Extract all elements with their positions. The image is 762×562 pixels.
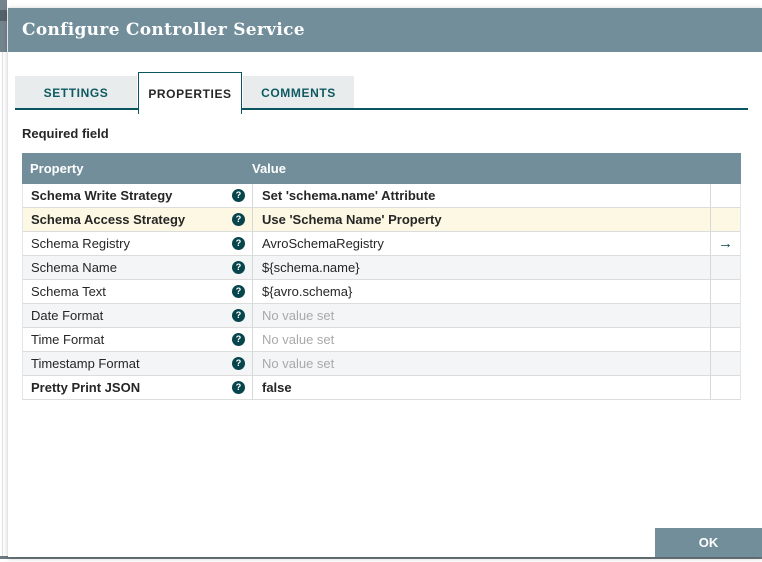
property-value: No value set [262,308,334,323]
property-name: Pretty Print JSON [31,380,140,395]
table-row: Schema Registry ? AvroSchemaRegistry → [22,232,741,256]
property-name-cell: Schema Write Strategy ? [23,184,253,207]
table-row: Timestamp Format ? No value set [22,352,741,376]
configure-controller-service-dialog: Configure Controller Service SETTINGS PR… [8,8,762,557]
table-row: Date Format ? No value set [22,304,741,328]
property-name: Timestamp Format [31,356,140,371]
property-name-cell: Schema Name ? [23,256,253,279]
property-value-cell[interactable]: No value set [253,304,711,327]
table-row: Schema Text ? ${avro.schema} [22,280,741,304]
tab-comments[interactable]: COMMENTS [243,76,354,109]
property-value-cell[interactable]: No value set [253,352,711,375]
table-row: Schema Write Strategy ? Set 'schema.name… [22,184,741,208]
help-icon[interactable]: ? [232,333,245,346]
help-icon[interactable]: ? [232,189,245,202]
help-icon[interactable]: ? [232,381,245,394]
properties-table-header: Property Value [22,153,741,184]
table-row: Pretty Print JSON ? false [22,376,741,400]
ok-button[interactable]: OK [655,528,762,557]
table-row: Time Format ? No value set [22,328,741,352]
property-value: ${avro.schema} [262,284,352,299]
property-value: Use 'Schema Name' Property [262,212,442,227]
background-window-edge [0,0,7,52]
property-value: No value set [262,332,334,347]
property-action-cell [711,256,740,279]
help-icon[interactable]: ? [232,261,245,274]
dialog-header: Configure Controller Service [8,8,762,52]
property-name-cell: Schema Text ? [23,280,253,303]
property-action-cell [711,208,740,231]
property-name-cell: Time Format ? [23,328,253,351]
property-name-cell: Timestamp Format ? [23,352,253,375]
property-value-cell[interactable]: No value set [253,328,711,351]
property-value-cell[interactable]: Set 'schema.name' Attribute [253,184,711,207]
property-name: Schema Write Strategy [31,188,172,203]
tab-settings-label: SETTINGS [44,86,109,100]
column-header-value: Value [252,161,741,176]
properties-table-body: Schema Write Strategy ? Set 'schema.name… [22,184,741,400]
property-value: Set 'schema.name' Attribute [262,188,435,203]
property-action-cell [711,328,740,351]
help-icon[interactable]: ? [232,213,245,226]
tab-bar: SETTINGS PROPERTIES COMMENTS [15,72,748,114]
table-row: Schema Name ? ${schema.name} [22,256,741,280]
help-icon[interactable]: ? [232,237,245,250]
tab-comments-label: COMMENTS [261,86,336,100]
property-value-cell[interactable]: ${schema.name} [253,256,711,279]
table-row: Schema Access Strategy ? Use 'Schema Nam… [22,208,741,232]
property-action-cell [711,304,740,327]
goto-service-icon[interactable]: → [718,235,733,252]
property-action-cell [711,376,740,399]
property-action-cell [711,280,740,303]
property-value: AvroSchemaRegistry [262,236,384,251]
property-name-cell: Schema Registry ? [23,232,253,255]
dialog-left-shadow [2,52,3,556]
property-name: Schema Name [31,260,117,275]
tab-settings[interactable]: SETTINGS [15,76,137,109]
property-name-cell: Date Format ? [23,304,253,327]
property-value: false [262,380,292,395]
properties-table: Property Value Schema Write Strategy ? S… [22,153,741,400]
background-window-notch [0,10,7,21]
property-value-cell[interactable]: false [253,376,711,399]
help-icon[interactable]: ? [232,357,245,370]
property-name: Schema Access Strategy [31,212,185,227]
property-name-cell: Schema Access Strategy ? [23,208,253,231]
property-value: No value set [262,356,334,371]
property-value: ${schema.name} [262,260,360,275]
tab-properties[interactable]: PROPERTIES [138,72,242,114]
property-name: Schema Text [31,284,106,299]
property-name: Date Format [31,308,103,323]
property-value-cell[interactable]: ${avro.schema} [253,280,711,303]
property-action-cell [711,352,740,375]
property-value-cell[interactable]: AvroSchemaRegistry [253,232,711,255]
property-name: Schema Registry [31,236,130,251]
property-name-cell: Pretty Print JSON ? [23,376,253,399]
property-name: Time Format [31,332,104,347]
property-value-cell[interactable]: Use 'Schema Name' Property [253,208,711,231]
column-header-property: Property [22,161,252,176]
property-action-cell: → [711,232,740,255]
required-field-label: Required field [22,126,109,141]
property-action-cell [711,184,740,207]
page-title: Configure Controller Service [22,20,305,40]
help-icon[interactable]: ? [232,285,245,298]
help-icon[interactable]: ? [232,309,245,322]
tab-properties-label: PROPERTIES [148,87,231,101]
